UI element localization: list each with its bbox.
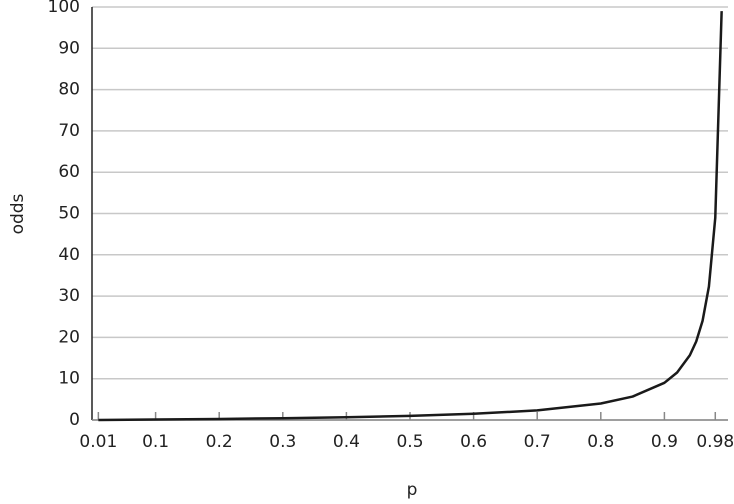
- y-axis-label: odds: [8, 193, 28, 234]
- x-tick-label: 0.1: [142, 432, 169, 452]
- x-tick-label: 0.9: [651, 432, 678, 452]
- x-axis-label: p: [407, 480, 418, 500]
- x-tick-label: 0.7: [524, 432, 551, 452]
- y-tick-label: 90: [58, 38, 80, 58]
- y-tick-label: 100: [48, 0, 80, 17]
- y-tick-label: 70: [58, 121, 80, 141]
- x-tick-label: 0.2: [206, 432, 233, 452]
- y-tick-label: 80: [58, 80, 80, 100]
- x-tick-label: 0.3: [269, 432, 296, 452]
- x-tick-label: 0.5: [396, 432, 423, 452]
- x-tick-label: 0.98: [696, 432, 734, 452]
- y-tick-label: 60: [58, 162, 80, 182]
- y-tick-label: 50: [58, 204, 80, 224]
- y-tick-label: 40: [58, 245, 80, 265]
- y-tick-label: 20: [58, 327, 80, 347]
- x-tick-label: 0.6: [460, 432, 487, 452]
- x-tick-label: 0.4: [333, 432, 360, 452]
- y-tick-label: 10: [58, 369, 80, 389]
- y-tick-label: 30: [58, 286, 80, 306]
- data-line: [98, 11, 723, 422]
- y-tick-label: 0: [69, 410, 80, 430]
- x-tick-label: 0.01: [79, 432, 117, 452]
- x-tick-label: 0.8: [587, 432, 614, 452]
